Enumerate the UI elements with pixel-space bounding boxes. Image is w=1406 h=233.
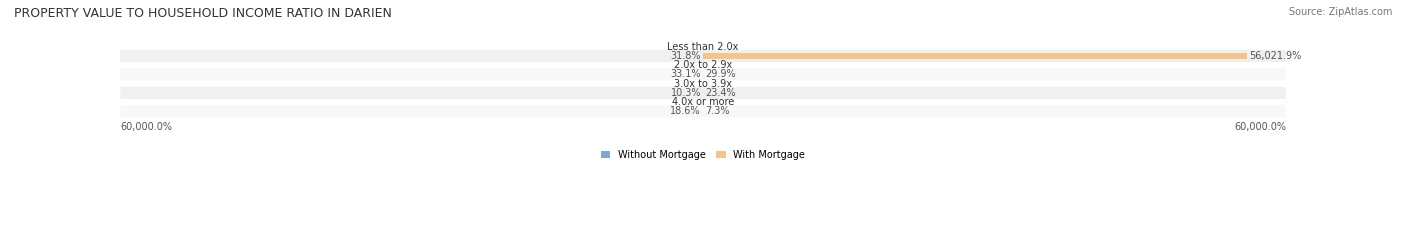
Text: 3.0x to 3.9x: 3.0x to 3.9x xyxy=(673,79,733,89)
Text: 7.3%: 7.3% xyxy=(704,106,730,116)
FancyBboxPatch shape xyxy=(120,105,1286,118)
Bar xyxy=(703,53,1247,59)
Text: Source: ZipAtlas.com: Source: ZipAtlas.com xyxy=(1288,7,1392,17)
Text: 10.3%: 10.3% xyxy=(671,88,702,98)
Text: 60,000.0%: 60,000.0% xyxy=(1234,122,1286,132)
Text: PROPERTY VALUE TO HOUSEHOLD INCOME RATIO IN DARIEN: PROPERTY VALUE TO HOUSEHOLD INCOME RATIO… xyxy=(14,7,392,20)
Text: 18.6%: 18.6% xyxy=(671,106,700,116)
Text: 23.4%: 23.4% xyxy=(706,88,735,98)
Legend: Without Mortgage, With Mortgage: Without Mortgage, With Mortgage xyxy=(598,146,808,164)
Text: 4.0x or more: 4.0x or more xyxy=(672,97,734,107)
Text: 56,021.9%: 56,021.9% xyxy=(1250,51,1302,61)
Text: 31.8%: 31.8% xyxy=(671,51,700,61)
Text: Less than 2.0x: Less than 2.0x xyxy=(668,42,738,52)
FancyBboxPatch shape xyxy=(120,49,1286,62)
Text: 60,000.0%: 60,000.0% xyxy=(120,122,172,132)
FancyBboxPatch shape xyxy=(120,86,1286,99)
Text: 29.9%: 29.9% xyxy=(706,69,735,79)
Text: 33.1%: 33.1% xyxy=(671,69,700,79)
FancyBboxPatch shape xyxy=(120,68,1286,81)
Text: 2.0x to 2.9x: 2.0x to 2.9x xyxy=(673,60,733,70)
